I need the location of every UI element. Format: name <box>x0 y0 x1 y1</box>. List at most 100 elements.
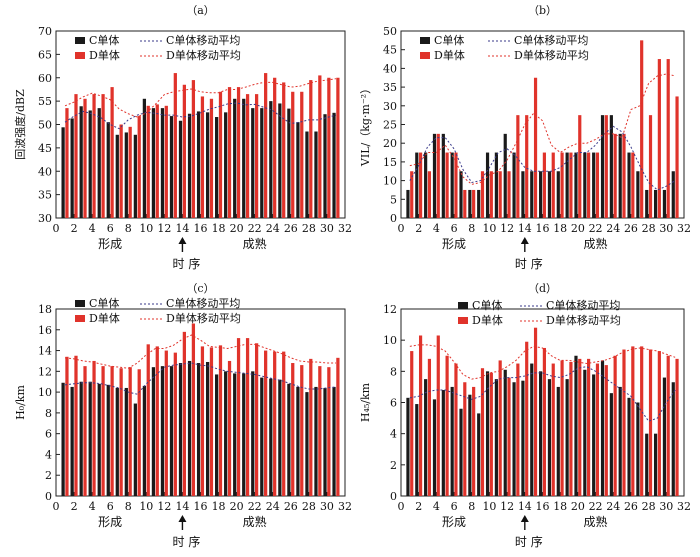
bar-c <box>494 152 498 218</box>
x-tick-label: 26 <box>284 500 298 513</box>
bar-d <box>578 358 582 496</box>
bar-c <box>503 133 507 218</box>
x-tick-label: 4 <box>89 500 96 513</box>
bar-d <box>666 59 670 218</box>
y-tick-label: 0 <box>390 490 397 503</box>
x-tick-label: 12 <box>500 500 514 513</box>
bar-d <box>498 360 502 496</box>
bar-c <box>441 133 445 218</box>
bar-d <box>300 91 304 218</box>
bar-d <box>578 115 582 218</box>
bar-c <box>592 152 596 218</box>
bar-d <box>507 171 511 218</box>
legend-swatch-c <box>458 302 468 309</box>
x-tick-label: 12 <box>157 222 171 235</box>
bar-c <box>323 387 327 496</box>
bar-c <box>133 134 137 218</box>
stage-label-mature: 成熟 <box>584 236 608 251</box>
y-axis-label: VIL/（kg·m⁻²） <box>359 83 372 167</box>
bar-c <box>260 108 264 218</box>
bar-d <box>218 91 223 218</box>
legend-label-c-avg: C单体移动平均 <box>166 33 240 47</box>
bar-d <box>137 116 141 218</box>
bar-d <box>209 347 214 496</box>
bar-d <box>516 115 520 218</box>
bar-c <box>609 393 613 496</box>
legend-label-c: C单体 <box>89 33 119 47</box>
bar-c <box>477 413 481 496</box>
bar-d <box>227 87 232 218</box>
bar-c <box>314 131 318 218</box>
x-tick-label: 4 <box>433 222 440 235</box>
x-tick-label: 28 <box>642 222 656 235</box>
bar-d <box>418 335 423 496</box>
x-tick-label: 32 <box>338 500 352 513</box>
bar-d <box>427 358 432 496</box>
bar-c <box>205 361 210 496</box>
bar-c <box>151 367 156 496</box>
legend-label-d-avg: D单体移动平均 <box>166 48 241 62</box>
bar-c <box>142 98 147 218</box>
bar-c <box>124 132 128 218</box>
bar-c <box>79 381 83 496</box>
y-tick-label: 10 <box>38 386 52 399</box>
x-tick-label: 20 <box>230 500 244 513</box>
y-tick-label: 30 <box>38 212 52 225</box>
time-arrow-icon <box>178 515 187 522</box>
x-tick-label: 18 <box>553 500 567 513</box>
x-tick-label: 0 <box>53 500 60 513</box>
y-tick-label: 0 <box>390 212 397 225</box>
bar-c <box>332 386 336 496</box>
bar-c <box>662 189 667 218</box>
bar-d <box>631 152 635 218</box>
bar-d <box>480 171 485 218</box>
x-tick-label: 22 <box>589 222 603 235</box>
bar-c <box>450 386 454 496</box>
legend-label-c: C单体 <box>472 298 502 312</box>
bar-c <box>106 384 110 496</box>
x-tick-label: 18 <box>553 222 567 235</box>
bar-c <box>215 374 219 496</box>
bar-c <box>160 366 165 496</box>
bar-c <box>187 113 192 218</box>
bar-c <box>547 379 552 496</box>
y-tick-label: 45 <box>38 142 52 155</box>
x-tick-label: 20 <box>230 222 244 235</box>
x-tick-label: 6 <box>451 222 458 235</box>
bar-d <box>327 367 331 496</box>
bar-c <box>196 363 201 496</box>
bar-d <box>164 350 168 496</box>
bar-d <box>436 335 440 496</box>
bar-d <box>65 108 69 218</box>
legend-label-d: D单体 <box>89 311 120 325</box>
bar-d <box>336 77 340 218</box>
bar-d <box>200 96 205 218</box>
bar-c <box>415 404 419 496</box>
time-axis-label: 时 序 <box>515 256 543 271</box>
x-tick-label: 14 <box>175 500 189 513</box>
legend-label-d-avg: D单体移动平均 <box>546 313 621 327</box>
bar-d <box>128 367 132 496</box>
x-tick-label: 2 <box>71 222 78 235</box>
legend-label-c-avg: C单体移动平均 <box>546 298 620 312</box>
bar-c <box>530 171 534 218</box>
bar-d <box>273 351 277 496</box>
bar-d <box>236 87 241 218</box>
bar-d <box>489 171 493 218</box>
bar-c <box>636 171 640 218</box>
legend-label-d: D单体 <box>89 48 120 62</box>
bar-d <box>74 94 78 218</box>
bar-d <box>209 98 214 218</box>
x-tick-label: 6 <box>107 500 114 513</box>
y-tick-label: 16 <box>38 324 52 337</box>
bar-c <box>565 152 569 218</box>
bar-c <box>574 152 578 218</box>
bar-d <box>533 327 538 496</box>
y-tick-label: 4 <box>45 448 52 461</box>
bar-c <box>169 116 174 218</box>
bar-d <box>587 152 591 218</box>
bar-c <box>592 374 596 496</box>
bar-c <box>205 112 210 218</box>
